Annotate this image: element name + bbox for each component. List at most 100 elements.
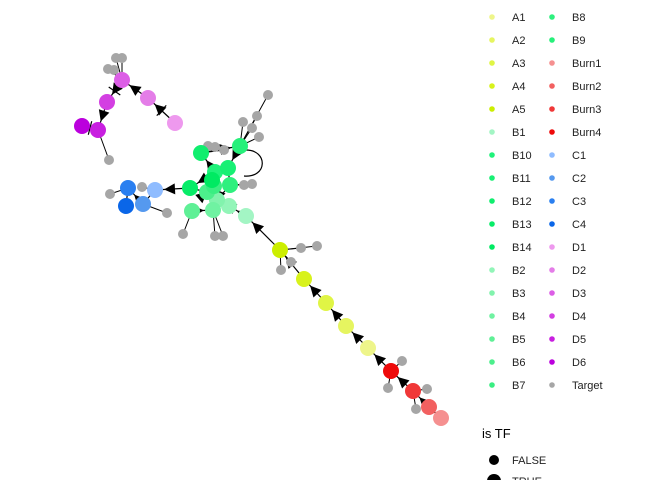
tf-node-b9 <box>232 138 248 154</box>
tf-node-d6 <box>74 118 90 134</box>
nodes-layer <box>74 53 449 426</box>
tf-node-b14 <box>204 172 220 188</box>
legend-item: B2 <box>489 265 525 277</box>
legend-item: B12 <box>489 196 532 208</box>
legend-swatch <box>549 106 555 112</box>
legend-label: Burn1 <box>572 58 601 70</box>
legend-item: B8 <box>549 12 585 24</box>
target-node <box>263 90 273 100</box>
legend-label: Burn2 <box>572 81 601 93</box>
legend-item: A1 <box>489 12 525 24</box>
legend-swatch <box>489 336 495 342</box>
legend-label: Burn4 <box>572 127 601 139</box>
legend-item: B10 <box>489 150 532 162</box>
legend-swatch <box>489 359 495 365</box>
legend-swatch <box>489 152 495 158</box>
tf-node-d1 <box>167 115 183 131</box>
tf-node-b5 <box>184 203 200 219</box>
target-node <box>162 208 172 218</box>
legend-label: B5 <box>512 334 525 346</box>
legend-swatch <box>489 37 495 43</box>
tf-node-burn4 <box>383 363 399 379</box>
legend-label: B12 <box>512 196 532 208</box>
legend-label: B13 <box>512 219 532 231</box>
edge-arrowhead <box>374 354 387 367</box>
legend-swatch <box>489 221 495 227</box>
tf-node-b2 <box>221 198 237 214</box>
legend-swatch <box>489 198 495 204</box>
legend-item: D6 <box>549 357 586 369</box>
legend-item: A5 <box>489 104 525 116</box>
legend-item: Burn4 <box>549 127 601 139</box>
edge-arrowhead <box>154 104 167 116</box>
size-legend-label: FALSE <box>512 455 546 467</box>
tf-node-a3 <box>318 295 334 311</box>
legend-item: B9 <box>549 35 585 47</box>
legend-label: D1 <box>572 242 586 254</box>
legend-item: A2 <box>489 35 525 47</box>
target-node <box>238 117 248 127</box>
legend-item: D3 <box>549 288 586 300</box>
target-node <box>397 356 407 366</box>
target-node <box>111 53 121 63</box>
legend-label: B10 <box>512 150 532 162</box>
legend-label: B4 <box>512 311 525 323</box>
target-node <box>137 182 147 192</box>
edge-arrowhead <box>397 377 410 389</box>
target-node <box>105 189 115 199</box>
legend-label: C1 <box>572 150 586 162</box>
legend-swatch <box>549 129 555 135</box>
target-node <box>286 257 296 267</box>
legend-swatch <box>549 244 555 250</box>
target-node <box>252 111 262 121</box>
regulation-edge <box>245 215 281 251</box>
legend-swatch <box>489 313 495 319</box>
legend-swatch <box>489 382 495 388</box>
legend-item: C4 <box>549 219 586 231</box>
legend-item: C1 <box>549 150 586 162</box>
edge-arrowhead <box>98 109 110 122</box>
legend-label: C2 <box>572 173 586 185</box>
color-legend: A1 A2 A3 A4 A5 B1 B10 B11 B12 B13 B14 B2 B3 B4 B5 B6 B7 B… <box>489 12 603 392</box>
target-node <box>219 145 229 155</box>
legend-swatch <box>489 106 495 112</box>
legend-label: B3 <box>512 288 525 300</box>
legend-swatch <box>549 198 555 204</box>
repression-bar <box>87 121 93 135</box>
legend-swatch <box>549 336 555 342</box>
legend-item: B3 <box>489 288 525 300</box>
legend-label: A5 <box>512 104 525 116</box>
repression-bar <box>156 104 167 117</box>
legend-item: C2 <box>549 173 586 185</box>
tf-node-a1 <box>360 340 376 356</box>
legend-item: Burn1 <box>549 58 601 70</box>
legend-item: B14 <box>489 242 532 254</box>
legend-swatch <box>549 221 555 227</box>
legend-swatch <box>549 175 555 181</box>
tf-node-b13 <box>182 180 198 196</box>
edge-arrowhead <box>163 183 176 195</box>
tf-node-burn2 <box>421 399 437 415</box>
edge-arrowhead <box>129 85 142 96</box>
legend-label: Burn3 <box>572 104 601 116</box>
target-node <box>247 123 257 133</box>
legend-item: D2 <box>549 265 586 277</box>
tf-node-d4 <box>99 94 115 110</box>
tf-node-burn1 <box>433 410 449 426</box>
legend-item: D4 <box>549 311 586 323</box>
legend-swatch <box>549 290 555 296</box>
target-node <box>218 231 228 241</box>
tf-node-c2 <box>135 196 151 212</box>
size-legend-title: is TF <box>482 426 511 441</box>
legend-swatch <box>549 313 555 319</box>
legend-swatch <box>489 267 495 273</box>
legend-item: A4 <box>489 81 525 93</box>
edge-arrowhead <box>331 309 344 322</box>
target-node <box>411 404 421 414</box>
legend-item: B1 <box>489 127 525 139</box>
legend-label: A2 <box>512 35 525 47</box>
tf-node-a4 <box>296 271 312 287</box>
legend-swatch <box>549 382 555 388</box>
tf-node-b4 <box>205 202 221 218</box>
legend-swatch <box>489 290 495 296</box>
